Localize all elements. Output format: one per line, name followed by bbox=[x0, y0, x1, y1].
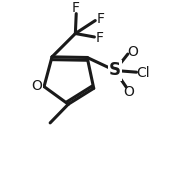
Text: F: F bbox=[96, 12, 104, 26]
Text: Cl: Cl bbox=[137, 65, 150, 80]
Text: S: S bbox=[109, 61, 121, 79]
Text: F: F bbox=[96, 31, 103, 45]
Text: O: O bbox=[127, 45, 138, 59]
Text: F: F bbox=[71, 1, 79, 15]
Text: O: O bbox=[123, 85, 134, 99]
Text: O: O bbox=[31, 79, 42, 93]
